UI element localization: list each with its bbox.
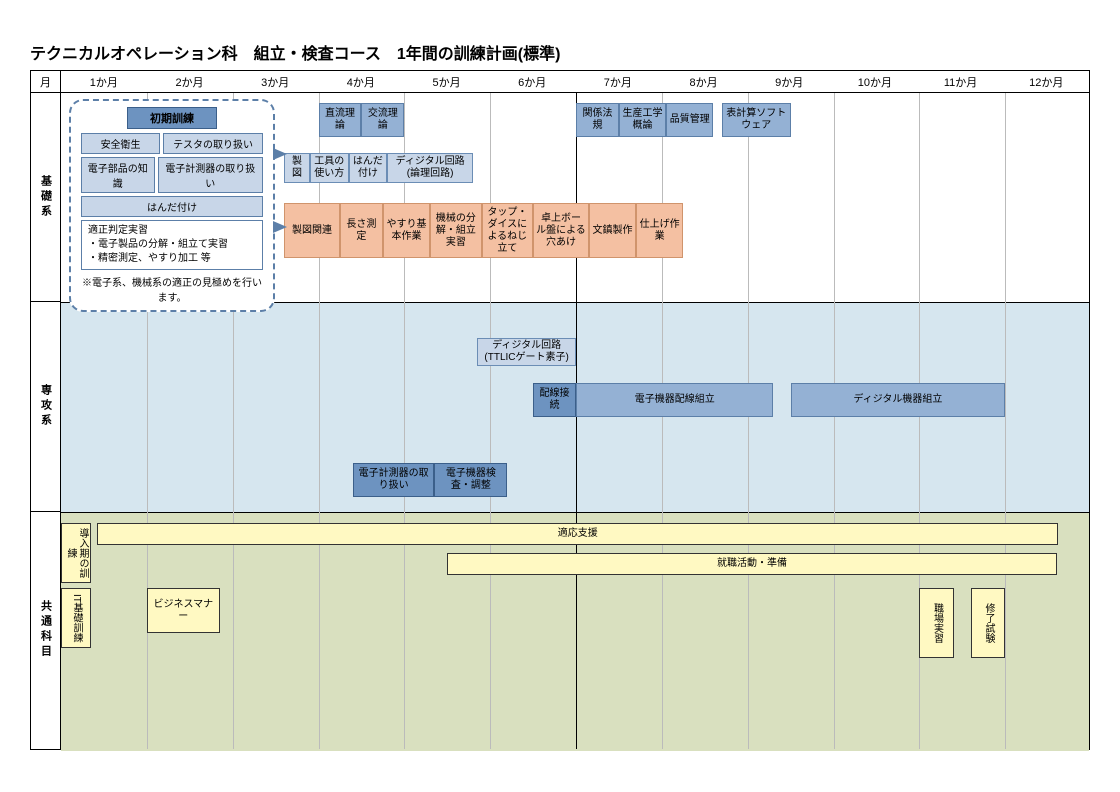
month-header: 11か月 bbox=[918, 71, 1004, 92]
grid-area: 直流理論交流理論 関係法規生産工学概論品質管理表計算ソフトウェア製図工具の使い方は… bbox=[61, 93, 1089, 749]
month-header: 12か月 bbox=[1003, 71, 1089, 92]
task-box: 電子計測器の取り扱い bbox=[353, 463, 435, 497]
task-box: 表計算ソフトウェア bbox=[722, 103, 791, 137]
month-header: 9か月 bbox=[746, 71, 832, 92]
initial-training-callout: 初期訓練安全衛生テスタの取り扱い電子部品の知識電子計測器の取り扱いはんだ付け適正… bbox=[69, 99, 275, 312]
month-header: 1か月 bbox=[61, 71, 147, 92]
month-axis-label: 月 bbox=[31, 71, 61, 92]
month-header: 6か月 bbox=[489, 71, 575, 92]
task-box: 適応支援 bbox=[97, 523, 1058, 545]
page-title: テクニカルオペレーション科 組立・検査コース 1年間の訓練計画(標準) bbox=[30, 40, 1090, 64]
header-row: 月 1か月2か月3か月4か月5か月6か月7か月8か月9か月10か月11か月12か… bbox=[31, 71, 1089, 93]
task-box: 文鎮製作 bbox=[589, 203, 636, 258]
task-box: IT基礎訓練 bbox=[61, 588, 91, 648]
task-box: 生産工学概論 bbox=[619, 103, 666, 137]
task-box: はんだ付け bbox=[349, 153, 388, 183]
month-header: 8か月 bbox=[661, 71, 747, 92]
gantt-chart: 月 1か月2か月3か月4か月5か月6か月7か月8か月9か月10か月11か月12か… bbox=[30, 70, 1090, 750]
month-header: 2か月 bbox=[147, 71, 233, 92]
month-header: 3か月 bbox=[232, 71, 318, 92]
task-box: 長さ測定 bbox=[340, 203, 383, 258]
month-header: 4か月 bbox=[318, 71, 404, 92]
task-box: 機械の分解・組立実習 bbox=[430, 203, 482, 258]
task-box: ディジタル機器組立 bbox=[791, 383, 1006, 417]
task-box: 電子機器配線組立 bbox=[576, 383, 773, 417]
task-box: 仕上げ作業 bbox=[636, 203, 683, 258]
task-box: 電子機器検査・調整 bbox=[434, 463, 507, 497]
task-box: 製図関連 bbox=[284, 203, 340, 258]
month-header: 10か月 bbox=[832, 71, 918, 92]
task-box: 職場実習 bbox=[919, 588, 953, 658]
task-box: 直流理論 bbox=[319, 103, 362, 137]
task-box: タップ・ダイスによるねじ立て bbox=[482, 203, 534, 258]
section-label-kiso: 基礎系 bbox=[31, 93, 60, 302]
task-box: ビジネスマナー bbox=[147, 588, 220, 633]
month-header: 7か月 bbox=[575, 71, 661, 92]
section-labels: 基礎系 専攻系 共通科目 bbox=[31, 93, 61, 749]
month-headers: 1か月2か月3か月4か月5か月6か月7か月8か月9か月10か月11か月12か月 bbox=[61, 71, 1089, 92]
task-box: 就職活動・準備 bbox=[447, 553, 1056, 575]
month-header: 5か月 bbox=[404, 71, 490, 92]
section-label-kyotsu: 共通科目 bbox=[31, 512, 60, 749]
task-box: 導入期の訓練 bbox=[61, 523, 91, 583]
task-box: ディジタル回路(論理回路) bbox=[387, 153, 473, 183]
callout-heading: 初期訓練 bbox=[127, 107, 217, 129]
task-box: 交流理論 bbox=[361, 103, 404, 137]
task-box: ディジタル回路(TTLICゲート素子) bbox=[477, 338, 576, 366]
task-box: 修了試験 bbox=[971, 588, 1005, 658]
task-box: 卓上ボール盤による穴あけ bbox=[533, 203, 589, 258]
task-box: 配線接続 bbox=[533, 383, 576, 417]
task-box: やすり基本作業 bbox=[383, 203, 430, 258]
task-box: 関係法規 bbox=[576, 103, 619, 137]
task-box: 品質管理 bbox=[666, 103, 713, 137]
task-box: 工具の使い方 bbox=[310, 153, 349, 183]
section-label-senko: 専攻系 bbox=[31, 302, 60, 511]
task-box: 製図 bbox=[284, 153, 310, 183]
